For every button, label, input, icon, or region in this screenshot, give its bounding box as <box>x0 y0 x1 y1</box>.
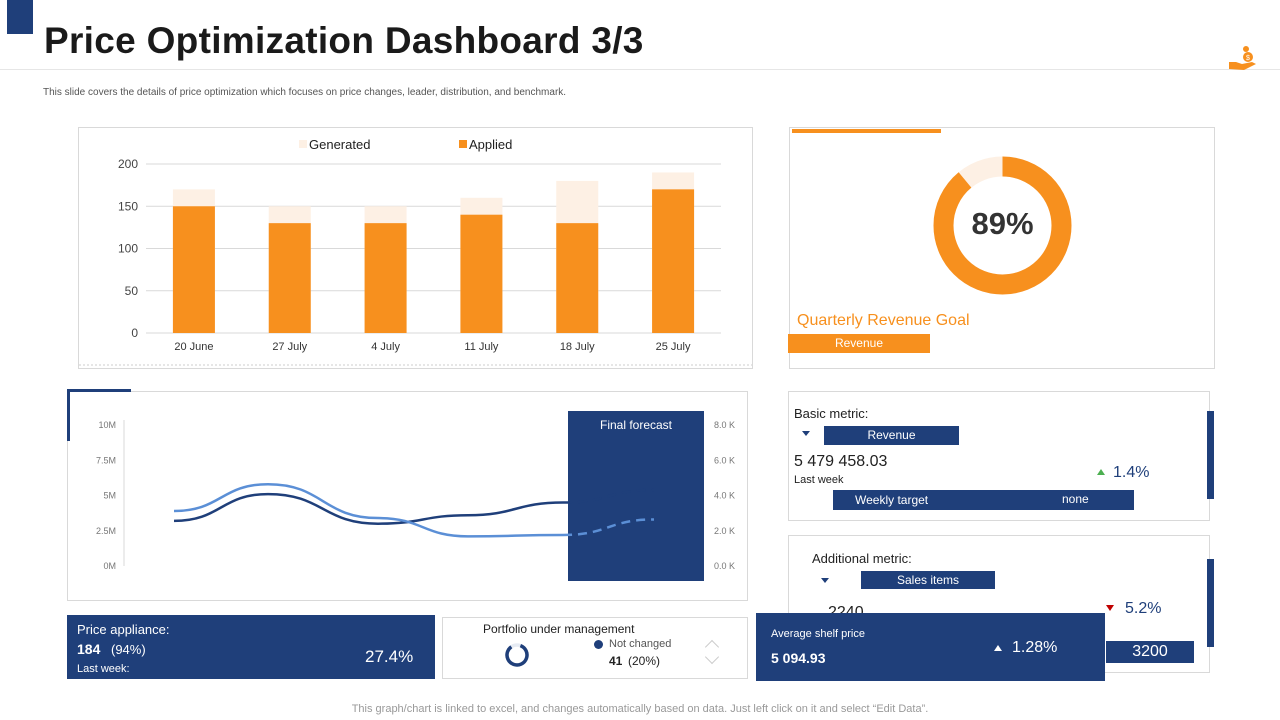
price-appliance-label: Price appliance: <box>77 622 170 637</box>
additional-metric-value2: 3200 <box>1106 641 1194 663</box>
right-tick-label: 0.0 K <box>714 561 735 571</box>
dropdown-arrow-icon[interactable] <box>802 431 810 436</box>
up-arrow-icon <box>994 645 1002 651</box>
x-tick-label: 18 July <box>560 341 595 353</box>
series-forecast-line <box>562 518 655 537</box>
forecast-block <box>568 411 704 581</box>
weekly-target-value: none <box>1062 492 1089 506</box>
left-tick-label: 2.5M <box>96 526 116 536</box>
page-title: Price Optimization Dashboard 3/3 <box>44 20 644 61</box>
shelf-price-card: Average shelf price 5 094.93 1.28% <box>756 613 1105 681</box>
basic-metric-select[interactable]: Revenue <box>824 426 959 445</box>
left-tick-label: 0M <box>103 561 116 571</box>
line-chart: 10M 7.5M 5M 2.5M 0M Final forecast 8.0 K 6.0 K 4… <box>96 411 735 581</box>
svg-text:$: $ <box>1246 55 1250 62</box>
price-appliance-value: 184 <box>77 641 101 657</box>
series-line <box>173 492 564 525</box>
line-chart-panel: 10M 7.5M 5M 2.5M 0M Final forecast 8.0 K 6.0 K 4… <box>67 389 748 601</box>
line-accent-top <box>67 389 131 392</box>
price-appliance-right: 27.4% <box>365 647 414 666</box>
left-tick-label: 7.5M <box>96 455 116 465</box>
bar-chart-panel: 200 150 100 50 0 Generated Applied 20 June 27 Ju… <box>78 127 753 369</box>
price-appliance-pct: (94%) <box>111 642 146 657</box>
goal-donut <box>933 156 1072 295</box>
page-subtitle: This slide covers the details of price o… <box>43 87 567 98</box>
goal-label: Quarterly Revenue Goal <box>797 312 970 329</box>
bar-applied <box>364 223 407 333</box>
additional-metric-change: 5.2% <box>1125 600 1162 617</box>
revenue-button[interactable]: Revenue <box>788 334 930 353</box>
dropdown-arrow-icon[interactable] <box>821 578 829 583</box>
donut-progress <box>933 156 1072 295</box>
goal-percent: 89% <box>971 206 1034 241</box>
goal-accent-bar <box>792 129 941 133</box>
portfolio-pct: (20%) <box>628 654 661 668</box>
series-line <box>173 482 564 538</box>
portfolio-legend: Not changed <box>609 638 672 650</box>
weekly-target-bar: Weekly target none <box>833 490 1134 510</box>
legend-label: Generated <box>309 137 370 152</box>
basic-metric-sub: Last week <box>794 474 844 486</box>
series-forecast-line <box>562 488 655 504</box>
line-accent-left <box>67 389 70 441</box>
title-divider <box>0 69 1280 70</box>
x-tick-label: 4 July <box>371 341 400 353</box>
right-tick-label: 4.0 K <box>714 491 735 501</box>
bar-chart: 200 150 100 50 0 Generated Applied 20 June 27 Ju… <box>79 137 752 366</box>
portfolio-panel: Portfolio under management Not changed 4… <box>442 617 748 679</box>
x-tick-label: 27 July <box>272 341 307 353</box>
down-arrow-icon <box>1106 605 1114 611</box>
shelf-price-label: Average shelf price <box>771 628 865 640</box>
y-tick-label: 200 <box>118 157 138 171</box>
basic-metric-panel: Basic metric: Revenue 5 479 458.03 Last … <box>788 391 1210 521</box>
bar-applied <box>172 206 215 333</box>
goal-panel: 89% Quarterly Revenue Goal Revenue <box>788 127 1215 369</box>
weekly-target-label: Weekly target <box>855 493 929 507</box>
x-tick-label: 11 July <box>464 341 499 353</box>
forecast-label: Final forecast <box>600 418 673 432</box>
portfolio-ring-icon <box>505 643 529 667</box>
y-tick-label: 0 <box>131 326 138 340</box>
basic-metric-heading: Basic metric: <box>794 406 869 421</box>
bar-applied <box>556 223 599 333</box>
legend-dot-icon <box>594 640 603 649</box>
chevron-down-icon[interactable] <box>704 649 720 665</box>
price-appliance-card: Price appliance: 184 (94%) Last week: 27… <box>67 615 435 679</box>
y-tick-label: 150 <box>118 199 138 213</box>
right-tick-label: 2.0 K <box>714 526 735 536</box>
shelf-price-value: 5 094.93 <box>771 650 826 666</box>
additional-metric-select[interactable]: Sales items <box>861 571 995 589</box>
footer-note: This graph/chart is linked to excel, and… <box>351 703 929 715</box>
basic-metric-side-bar <box>1207 411 1214 499</box>
right-tick-label: 8.0 K <box>714 420 735 430</box>
right-tick-label: 6.0 K <box>714 455 735 465</box>
legend-swatch <box>299 140 307 148</box>
title-accent-bar <box>7 0 33 34</box>
basic-metric-change: 1.4% <box>1113 464 1150 481</box>
left-tick-label: 5M <box>103 491 116 501</box>
shelf-price-change: 1.28% <box>1012 639 1058 656</box>
up-arrow-icon <box>1097 469 1105 475</box>
bar-applied <box>652 189 695 333</box>
additional-metric-side-bar <box>1207 559 1214 647</box>
left-tick-label: 10M <box>98 420 116 430</box>
portfolio-label: Portfolio under management <box>483 622 635 636</box>
x-tick-label: 25 July <box>656 341 691 353</box>
legend-swatch <box>459 140 467 148</box>
additional-metric-heading: Additional metric: <box>812 551 912 566</box>
y-tick-label: 100 <box>118 242 138 256</box>
portfolio-value: 41 <box>609 654 623 668</box>
basic-metric-value: 5 479 458.03 <box>794 453 888 470</box>
x-tick-label: 20 June <box>174 341 213 353</box>
legend-label: Applied <box>469 137 512 152</box>
price-appliance-sub: Last week: <box>77 663 130 675</box>
y-tick-label: 50 <box>125 284 139 298</box>
hand-coin-icon: $ <box>1226 42 1260 72</box>
bar-applied <box>460 214 503 333</box>
bar-applied <box>268 223 311 333</box>
